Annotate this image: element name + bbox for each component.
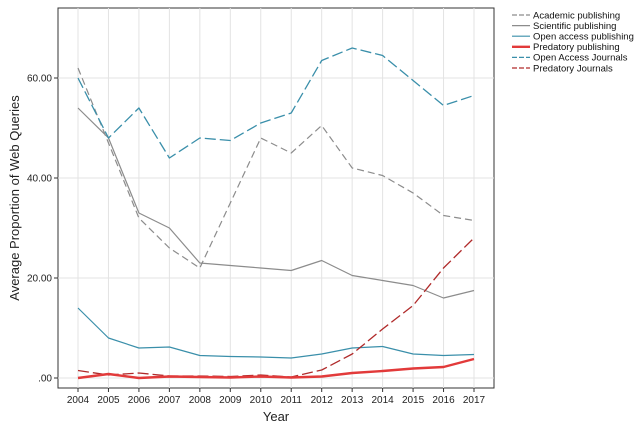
legend-label: Scientific publishing: [533, 21, 616, 32]
x-tick-label: 2012: [311, 395, 334, 406]
y-tick-label: 60.00: [27, 74, 52, 85]
y-tick-label: 40.00: [27, 174, 52, 185]
x-tick-label: 2015: [402, 395, 425, 406]
legend-label: Predatory Journals: [533, 63, 613, 74]
x-tick-label: 2006: [128, 395, 151, 406]
series-line-academic-publishing: [77, 67, 475, 269]
legend-label: Open Access Journals: [533, 53, 628, 64]
x-tick-label: 2013: [341, 395, 364, 406]
series-line-open-access-publishing: [77, 307, 475, 359]
x-axis: 2004 2005 2006 2007 2008 2009 2010 2011 2012 2013…: [67, 388, 486, 406]
legend-label: Academic publishing: [533, 10, 620, 21]
grid: [58, 8, 494, 388]
x-tick-label: 2010: [250, 395, 273, 406]
legend-label: Open access publishing: [533, 32, 634, 43]
x-tick-label: 2005: [97, 395, 120, 406]
y-tick-label: 20.00: [27, 274, 52, 285]
series-line-scientific-publishing: [77, 107, 475, 299]
y-tick-label: .00: [38, 374, 52, 385]
x-tick-label: 2017: [463, 395, 486, 406]
x-tick-label: 2007: [158, 395, 181, 406]
x-tick-label: 2011: [280, 395, 302, 406]
y-axis-title: Average Proportion of Web Queries: [7, 95, 22, 301]
plot-area: [57, 7, 495, 389]
series-line-predatory-publishing: [77, 357, 475, 380]
x-tick-label: 2004: [67, 395, 90, 406]
x-axis-title: Year: [263, 409, 290, 424]
x-tick-label: 2014: [371, 395, 394, 406]
series-line-open-access-journals: [77, 47, 475, 159]
y-axis: .00 20.00 40.00 60.00: [27, 74, 58, 385]
x-tick-label: 2009: [219, 395, 242, 406]
series-lines: [77, 47, 475, 380]
x-tick-label: 2008: [189, 395, 212, 406]
legend-label: Predatory publishing: [533, 42, 620, 53]
x-tick-label: 2016: [432, 395, 455, 406]
